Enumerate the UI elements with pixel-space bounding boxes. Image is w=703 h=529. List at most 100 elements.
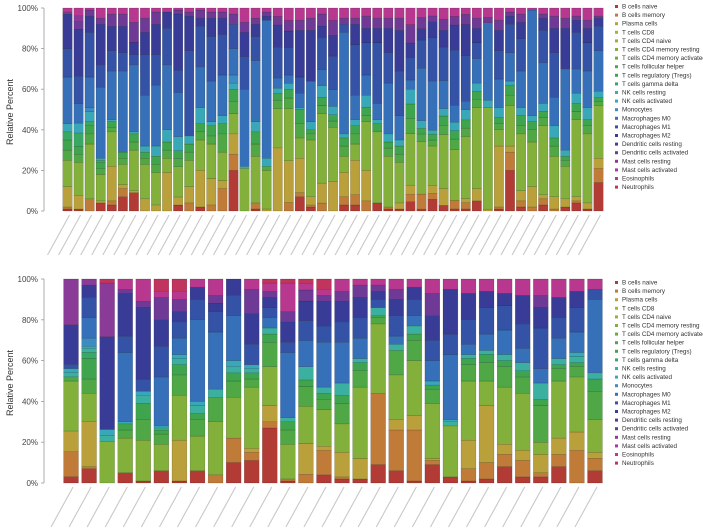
bar-segment [62, 13, 73, 49]
bar-segment [294, 192, 305, 197]
stacked-bar [593, 7, 604, 212]
bar-segment [416, 141, 427, 195]
bar-segment [471, 7, 482, 19]
bar-segment [294, 109, 305, 124]
legend-label: Mast cells resting [622, 434, 671, 441]
x-tick-label [367, 214, 391, 256]
bar-segment [339, 137, 349, 147]
bar-segment [81, 466, 97, 469]
stacked-bar [587, 278, 603, 484]
bar-segment [99, 336, 115, 430]
bar-segment [262, 421, 278, 429]
bar-segment [339, 32, 349, 135]
bar-segment [217, 11, 228, 19]
bar-segment [427, 80, 438, 131]
y-tick-label: 80% [22, 45, 38, 54]
bar-segment [339, 204, 349, 212]
legend-label: Mast cells activated [622, 443, 677, 450]
stacked-bar [305, 7, 316, 212]
bar-segment [117, 429, 133, 439]
bar-segment [416, 28, 427, 41]
bar-segment [84, 133, 95, 145]
bar-segment [217, 115, 228, 124]
bar-segment [117, 188, 128, 197]
bar-segment [515, 476, 531, 484]
bar-segment [549, 28, 560, 53]
bar-segment [225, 437, 242, 463]
bar-segment [207, 474, 224, 484]
legend-label: T cells CD4 memory activated [622, 55, 703, 62]
bar-segment [283, 160, 294, 203]
bar-segment [272, 24, 283, 48]
bar-segment [73, 195, 84, 210]
bar-segment [582, 7, 593, 21]
bar-segment [153, 297, 170, 320]
bar-segment [388, 289, 404, 300]
bar-segment [471, 200, 482, 212]
bar-segment [424, 458, 440, 461]
bar-segment [228, 133, 239, 155]
bar-segment [361, 170, 372, 202]
bar-segment [587, 299, 603, 374]
bar-segment [582, 133, 593, 204]
bar-segment [62, 149, 73, 161]
bar-segment [551, 466, 567, 484]
bar-segment [81, 352, 97, 359]
bar-segment [153, 470, 170, 484]
bar-segment [406, 333, 422, 341]
stacked-bar [527, 7, 538, 212]
bar-segment [493, 107, 504, 118]
stacked-bar [294, 7, 305, 212]
bar-segment [334, 382, 350, 396]
bar-segment [140, 164, 150, 200]
bar-segment [350, 125, 361, 135]
bar-segment [206, 125, 217, 137]
bar-segment [582, 119, 593, 126]
bar-segment [438, 7, 449, 20]
stacked-bar [272, 7, 283, 212]
bar-segment [217, 151, 228, 181]
bar-segment [106, 50, 117, 72]
bar-segment [250, 121, 261, 133]
bar-segment [117, 70, 128, 153]
bar-segment [334, 423, 350, 453]
bar-segment [84, 143, 95, 200]
legend-swatch [615, 375, 618, 379]
bar-segment [128, 131, 139, 135]
x-tick-label [577, 214, 601, 256]
bar-segment [280, 321, 296, 343]
bar-segment [352, 317, 368, 339]
bar-segment [416, 133, 427, 142]
bar-segment [184, 15, 195, 51]
bar-segment [516, 70, 526, 108]
bar-segment [151, 145, 161, 157]
bar-segment [128, 149, 139, 191]
bar-segment [334, 395, 350, 404]
bar-segment [106, 26, 117, 51]
bar-segment [406, 480, 422, 484]
bar-segment [405, 133, 416, 186]
bar-segment [272, 77, 283, 89]
bar-segment [171, 480, 188, 484]
bar-segment [316, 289, 332, 296]
bar-segment [334, 321, 350, 343]
bar-segment [587, 452, 603, 459]
bar-segment [189, 419, 206, 437]
bar-segment [538, 17, 549, 31]
bar-segment [140, 32, 150, 55]
stacked-bar [424, 278, 440, 484]
legend-label: Plasma cells [622, 297, 657, 304]
bar-segment [207, 331, 224, 390]
legend-label: Plasma cells [622, 21, 657, 28]
bar-segment [383, 17, 394, 29]
bar-segment [135, 439, 151, 482]
x-tick-label [574, 486, 598, 528]
bar-segment [460, 278, 477, 294]
legend-swatch [615, 392, 618, 396]
bar-segment [370, 315, 386, 318]
stacked-bar [388, 278, 404, 484]
bar-segment [151, 84, 161, 147]
bar-segment [272, 87, 283, 94]
bar-segment [195, 206, 206, 212]
bar-segment [228, 24, 239, 49]
